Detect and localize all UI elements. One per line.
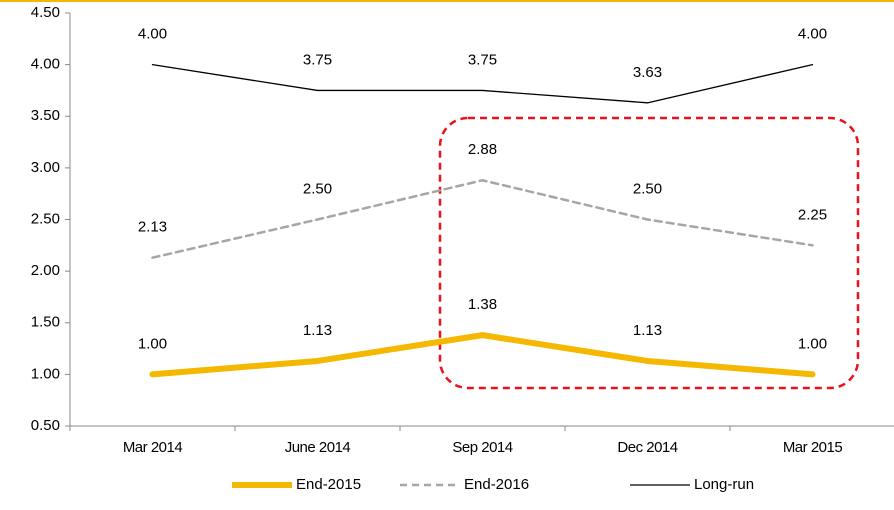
data-label: 1.13 — [633, 322, 662, 339]
data-label: 2.88 — [468, 141, 497, 158]
x-tick-label: Sep 2014 — [452, 439, 512, 456]
data-label: 1.00 — [798, 335, 827, 352]
data-label: 3.75 — [303, 51, 332, 68]
y-tick-label: 3.00 — [31, 159, 60, 176]
y-tick-label: 4.50 — [31, 4, 60, 21]
y-tick-label: 1.50 — [31, 314, 60, 331]
data-label: 2.13 — [138, 219, 167, 236]
x-tick-label: Mar 2015 — [783, 439, 843, 456]
data-label: 3.63 — [633, 64, 662, 81]
y-tick-label: 1.00 — [31, 365, 60, 382]
data-label: 1.00 — [138, 335, 167, 352]
x-tick-label: Mar 2014 — [123, 439, 183, 456]
y-tick-label: 0.50 — [31, 417, 60, 434]
y-tick-label: 4.00 — [31, 56, 60, 73]
data-label: 1.13 — [303, 322, 332, 339]
series-line — [151, 63, 814, 104]
x-tick-label: June 2014 — [285, 439, 351, 456]
y-tick-label: 2.50 — [31, 210, 60, 227]
data-label: 2.25 — [798, 206, 827, 223]
legend-label: End-2016 — [464, 476, 529, 493]
series-line — [151, 179, 814, 259]
x-tick-label: Dec 2014 — [617, 439, 677, 456]
data-label: 1.38 — [468, 296, 497, 313]
top-border — [0, 0, 894, 2]
y-tick-label: 3.50 — [31, 107, 60, 124]
y-tick-label: 2.00 — [31, 262, 60, 279]
legend-label: Long-run — [694, 476, 754, 493]
data-label: 3.75 — [468, 51, 497, 68]
legend-label: End-2015 — [296, 476, 361, 493]
data-label: 2.50 — [633, 180, 662, 197]
data-label: 4.00 — [798, 26, 827, 43]
data-label: 4.00 — [138, 26, 167, 43]
series-line — [149, 332, 816, 378]
data-label: 2.50 — [303, 180, 332, 197]
highlight-box — [438, 116, 860, 390]
